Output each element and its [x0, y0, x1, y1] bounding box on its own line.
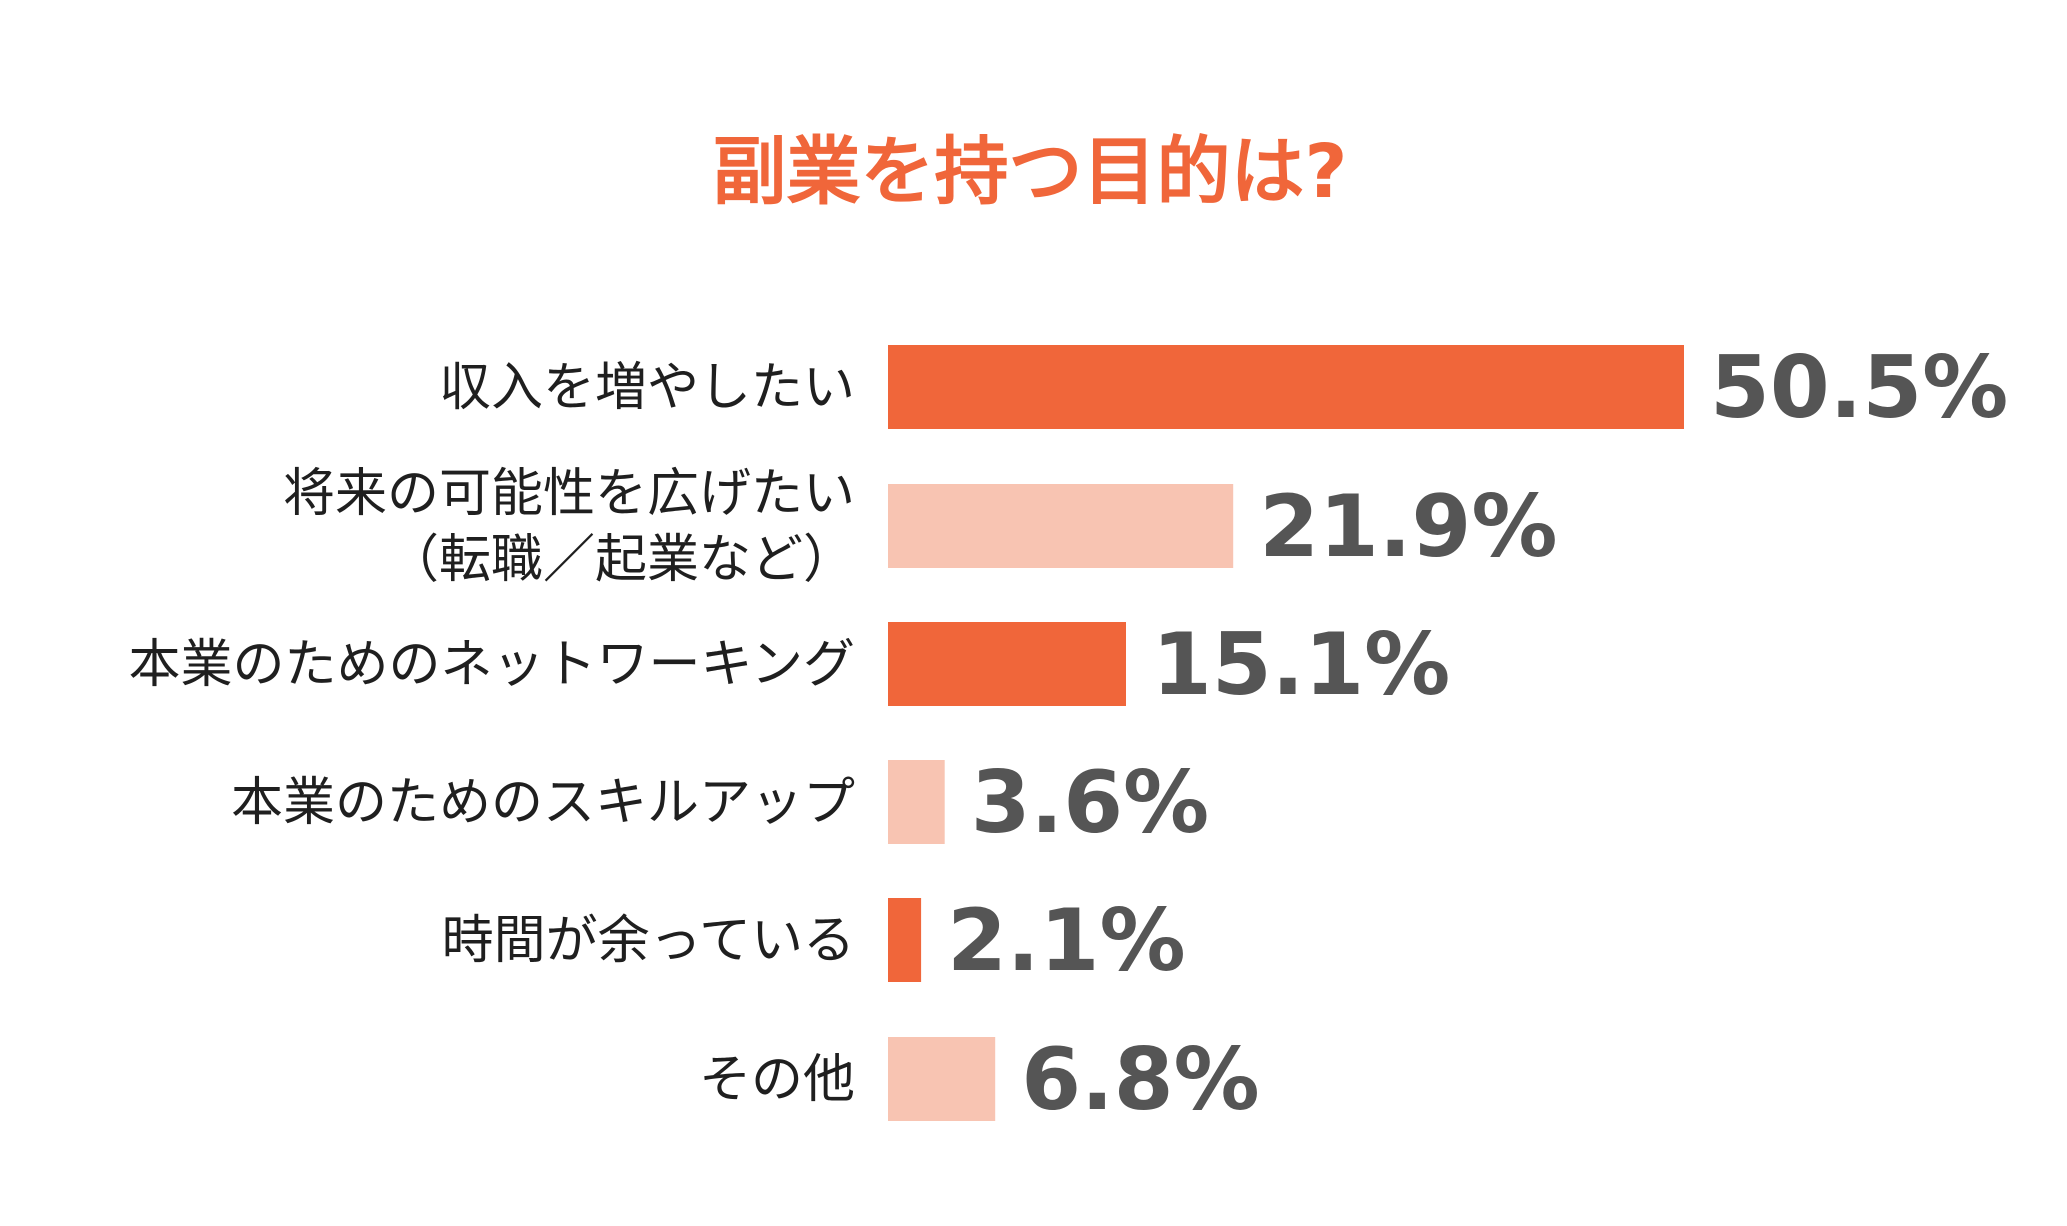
category-label-4: 本業のためのスキルアップ — [231, 773, 855, 833]
category-label-2-line-1: 将来の可能性を広げたい — [283, 464, 855, 524]
category-label-6: その他 — [699, 1050, 855, 1110]
category-label-2-line-2: （転職／起業など） — [387, 530, 855, 590]
value-label-2: 21.9% — [1259, 477, 1557, 577]
bar-4 — [888, 760, 945, 844]
category-label-5: 時間が余っている — [442, 911, 855, 971]
value-label-6: 6.8% — [1021, 1030, 1260, 1130]
bars-layer: 50.5% 収入を増やしたい 21.9% 将来の可能性を広げたい（転職／起業など） 15… — [129, 338, 2009, 1130]
bar-3 — [888, 622, 1126, 706]
value-label-3: 15.1% — [1152, 615, 1450, 715]
bar-2 — [888, 484, 1234, 568]
value-label-5: 2.1% — [947, 891, 1186, 991]
category-label-1: 収入を増やしたい — [439, 358, 855, 418]
value-label-1: 50.5% — [1710, 338, 2008, 438]
bar-6 — [888, 1037, 996, 1121]
category-label-3: 本業のためのネットワーキング — [129, 635, 855, 695]
bar-5 — [888, 898, 922, 982]
bar-1 — [888, 345, 1684, 429]
value-label-4: 3.6% — [971, 753, 1210, 853]
chart-title: 副業を持つ目的は? — [713, 129, 1348, 215]
